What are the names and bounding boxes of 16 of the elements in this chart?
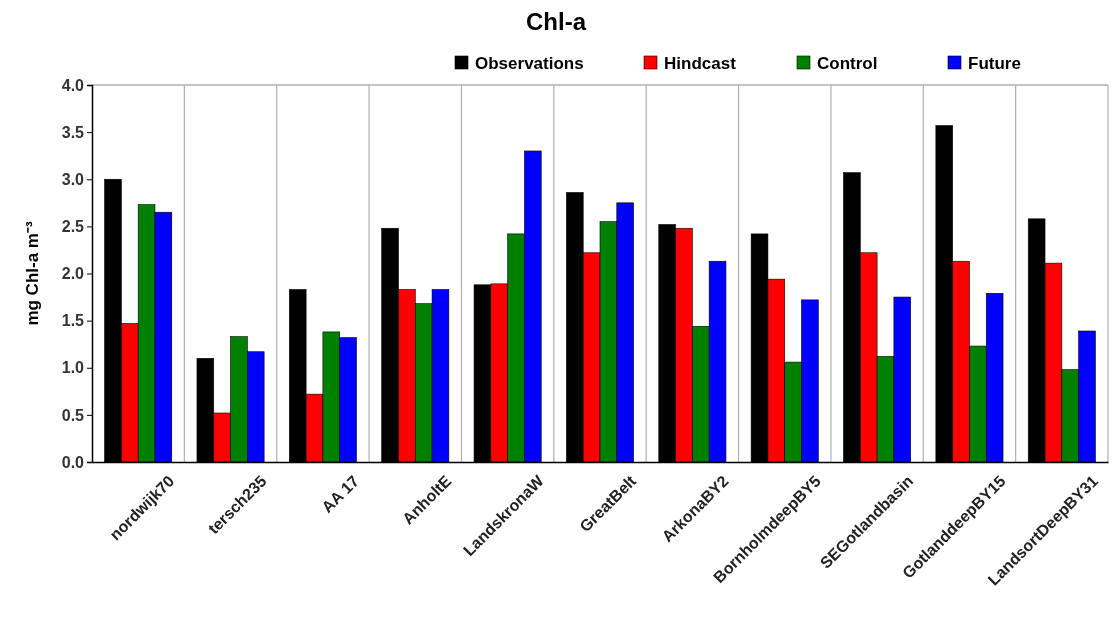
- y-tick-label: 2.5: [61, 217, 85, 235]
- y-tick-label: 4.0: [61, 76, 85, 94]
- y-tick-label: 1.0: [61, 359, 85, 377]
- y-axis-title: mg Chl-a m⁻³: [23, 221, 42, 326]
- y-tick-label: 0.5: [61, 406, 85, 424]
- y-tick-label: 1.5: [61, 312, 85, 330]
- legend-label: Future: [968, 54, 1021, 73]
- legend-label: Control: [817, 54, 878, 73]
- y-tick-label: 3.0: [61, 170, 85, 188]
- legend-label: Observations: [475, 54, 584, 73]
- legend-label: Hindcast: [664, 54, 737, 73]
- x-tick-label: AA 17: [318, 472, 363, 516]
- chart-title: Chl-a: [526, 8, 587, 35]
- y-tick-label: 0.0: [61, 453, 85, 471]
- y-tick-label: 2.0: [61, 265, 85, 283]
- y-tick-label: 3.5: [61, 123, 85, 141]
